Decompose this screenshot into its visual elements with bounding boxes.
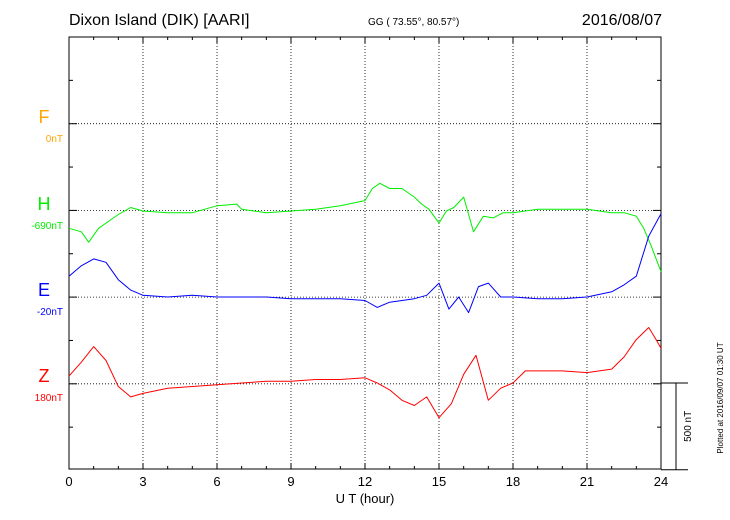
- series-label-h: H: [38, 194, 51, 214]
- x-tick-label: 15: [432, 474, 446, 489]
- x-tick-label: 12: [358, 474, 372, 489]
- x-tick-label: 24: [654, 474, 668, 489]
- series-baseline-z: 180nT: [35, 393, 63, 404]
- series-baseline-h: -690nT: [31, 221, 63, 232]
- scale-bar-label: 500 nT: [683, 411, 694, 442]
- x-tick-label: 18: [506, 474, 520, 489]
- series-label-f: F: [39, 107, 50, 127]
- geo-coordinates: GG ( 73.55°, 80.57°): [368, 17, 460, 28]
- series-line-e: [68, 213, 662, 314]
- series-baseline-e: -20nT: [37, 307, 63, 318]
- x-tick-label: 0: [65, 474, 72, 489]
- plotted-at-note: Plotted at 2016/09/07 01:30 UT: [716, 342, 725, 453]
- x-tick-label: 21: [580, 474, 594, 489]
- series-label-z: Z: [39, 366, 50, 386]
- series-label-e: E: [38, 280, 50, 300]
- series-line-z: [68, 327, 662, 419]
- x-tick-label: 3: [139, 474, 146, 489]
- x-tick-label: 9: [287, 474, 294, 489]
- x-axis-label: U T (hour): [336, 491, 395, 506]
- plot-date: 2016/08/07: [581, 12, 662, 29]
- station-title: Dixon Island (DIK) [AARI]: [69, 12, 250, 29]
- series-baseline-f: 0nT: [46, 134, 63, 145]
- series-line-h: [68, 182, 662, 272]
- x-tick-label: 6: [213, 474, 220, 489]
